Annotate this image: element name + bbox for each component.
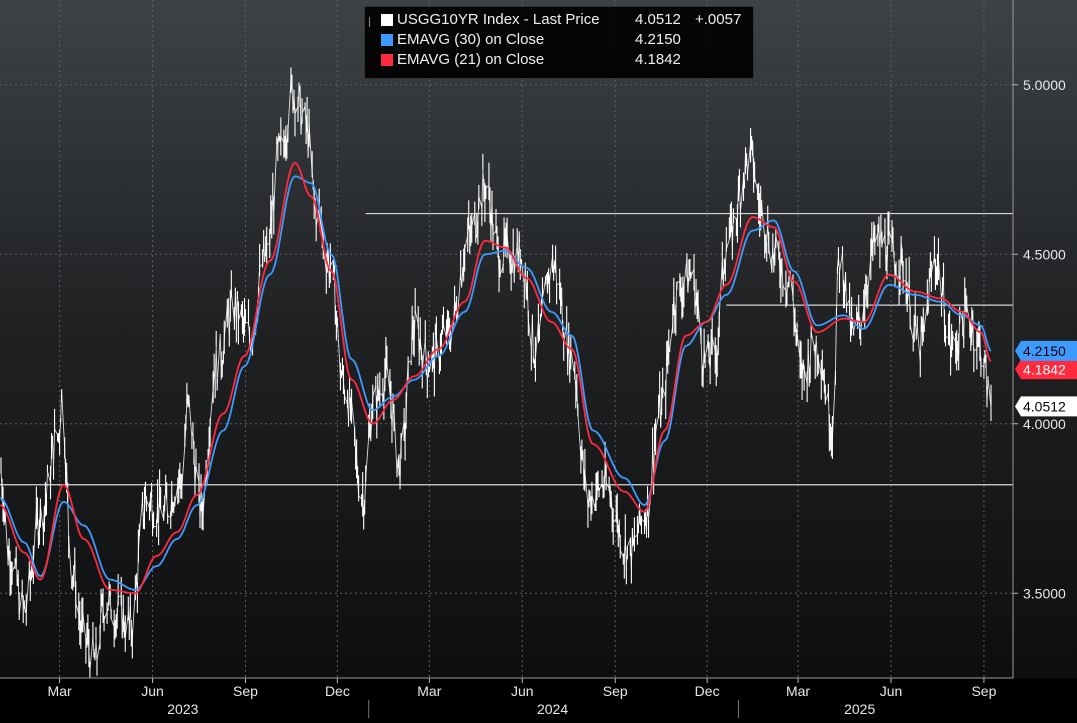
legend-change-price: +.0057 [695, 11, 742, 28]
x-tick-label: Mar [48, 683, 72, 699]
legend: USGG10YR Index - Last Price 4.0512 +.005… [364, 6, 754, 79]
x-tick-label: Dec [695, 683, 720, 699]
ema30-last-tag: 4.2150 [1015, 340, 1077, 361]
y-tick-label: 4.5000 [1023, 246, 1066, 262]
x-axis-band [0, 678, 1077, 718]
ema21-last-tag-text: 4.1842 [1023, 361, 1066, 377]
x-year-label: 2024 [537, 701, 568, 717]
y-axis: 5.0000 4.5000 4.0000 3.5000 [1012, 0, 1066, 678]
y-tick-label: 4.0000 [1023, 416, 1066, 432]
legend-label-ema30: EMAVG (30) on Close [397, 31, 545, 48]
ema30-line [0, 175, 992, 591]
gridlines [0, 0, 1013, 678]
y-tick-label: 3.5000 [1023, 585, 1066, 601]
x-axis: Mar Jun Sep Dec Mar Jun Sep Dec Mar Jun Sep 2023 202… [0, 677, 1077, 718]
legend-value-ema30: 4.2150 [635, 31, 681, 48]
ema21-swatch [381, 54, 393, 66]
last-value-tags: 4.1842 4.2150 4.0512 [1015, 340, 1077, 417]
ema30-last-tag-bg [1015, 340, 1077, 361]
x-tick-label: Mar [417, 683, 441, 699]
legend-label-ema21: EMAVG (21) on Close [397, 51, 545, 68]
x-tick-label: Dec [325, 683, 350, 699]
x-tick-label: Sep [971, 683, 996, 699]
ema21-line [0, 161, 992, 595]
price-series [0, 67, 992, 682]
legend-label-price: USGG10YR Index - Last Price [397, 11, 600, 28]
x-tick-label: Mar [786, 683, 810, 699]
x-tick-label: Jun [511, 683, 534, 699]
x-tick-label: Sep [233, 683, 258, 699]
x-tick-label: Jun [141, 683, 164, 699]
ema21-last-tag: 4.1842 [1015, 359, 1077, 380]
ema21-last-tag-bg [1015, 359, 1077, 380]
ema30-series [0, 175, 992, 591]
ema30-last-tag-text: 4.2150 [1023, 343, 1066, 359]
ema21-series [0, 161, 992, 595]
price-line [0, 80, 992, 671]
price-last-tag: 4.0512 [1015, 396, 1077, 417]
x-tick-label: Sep [603, 683, 628, 699]
ema30-swatch [381, 34, 393, 46]
x-tick-label: Jun [880, 683, 903, 699]
x-year-label: 2023 [167, 701, 198, 717]
legend-value-ema21: 4.1842 [635, 51, 681, 68]
price-last-tag-bg [1015, 396, 1077, 417]
y-tick-label: 5.0000 [1023, 77, 1066, 93]
legend-drag-handle-icon[interactable] [369, 17, 374, 27]
price-last-tag-text: 4.0512 [1023, 398, 1066, 414]
x-year-label: 2025 [844, 701, 875, 717]
price-swatch [381, 14, 393, 26]
legend-value-price: 4.0512 [635, 11, 681, 28]
